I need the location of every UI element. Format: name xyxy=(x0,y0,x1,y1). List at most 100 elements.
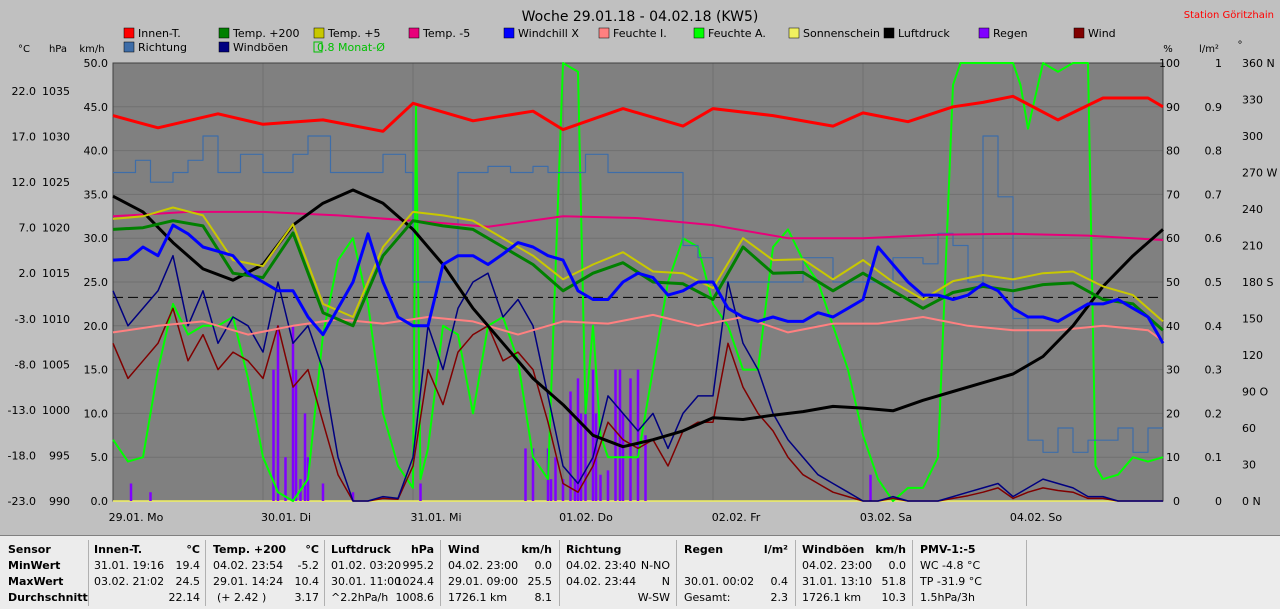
temp-tick-label: -8.0 xyxy=(15,358,36,371)
rain-tick-label: 0.3 xyxy=(1205,364,1223,377)
stats-richtung-title: Richtung xyxy=(566,543,622,556)
speed-tick-label: 40.0 xyxy=(84,145,109,158)
legend-item-tempp5: Temp. +5 xyxy=(313,27,381,40)
stats-windboen-distance: 1726.1 km xyxy=(802,591,862,604)
legend-label: Windchill X xyxy=(518,27,579,40)
stats-windboen-min-value: 0.0 xyxy=(888,559,907,572)
direction-tick-label: 300 xyxy=(1242,130,1263,143)
legend-swatch xyxy=(408,27,420,39)
stats-temp200-min-value: -5.2 xyxy=(297,559,319,572)
speed-tick-label: 30.0 xyxy=(84,232,109,245)
stats-wind-unit: km/h xyxy=(521,543,552,556)
series-innen xyxy=(112,94,1164,133)
legend-swatch xyxy=(313,41,323,53)
x-tick-label: 04.02. So xyxy=(1010,511,1062,524)
stats-windboen-title: Windböen xyxy=(802,543,865,556)
pressure-tick-label: 1005 xyxy=(42,358,70,371)
x-tick-label: 01.02. Do xyxy=(559,511,613,524)
percent-tick-label: 0 xyxy=(1173,495,1180,508)
stats-divider xyxy=(559,540,560,606)
stats-richtung-min-value: N-NO xyxy=(640,559,670,572)
percent-tick-label: 20 xyxy=(1166,407,1180,420)
stats-temp200-block: Temp. +200 °C 04.02. 23:54 -5.2 29.01. 14:… xyxy=(213,542,319,606)
rain-unit-label: l/m² xyxy=(1199,44,1219,55)
stats-luftdruck-max-time: 30.01. 11:00 xyxy=(331,575,402,588)
legend-swatch xyxy=(503,27,515,39)
direction-tick-label: 360 N xyxy=(1242,57,1275,70)
rain-tick-label: 0.6 xyxy=(1205,232,1223,245)
stats-divider xyxy=(88,540,89,606)
stats-temp200-max-value: 10.4 xyxy=(294,575,320,588)
speed-tick-label: 45.0 xyxy=(84,101,109,114)
stats-max-label: MaxWert xyxy=(8,575,64,588)
pressure-tick-label: 1030 xyxy=(42,131,70,144)
legend-item-sonne: Sonnenschein xyxy=(788,27,880,40)
temp-tick-label: -13.0 xyxy=(8,404,36,417)
legend-item-regen: Regen xyxy=(978,27,1028,40)
percent-tick-label: 60 xyxy=(1166,232,1180,245)
speed-tick-label: 10.0 xyxy=(84,407,109,420)
legend-swatch xyxy=(218,27,230,39)
stats-richtung-block: Richtung 04.02. 23:40 N-NO 04.02. 23:44 N … xyxy=(566,542,670,606)
legend-swatch xyxy=(883,27,895,39)
stats-windboen-avg-value: 10.3 xyxy=(881,591,907,604)
stats-luftdruck-avg-value: 1008.6 xyxy=(395,591,435,604)
stats-wind-block: Wind km/h 04.02. 23:00 0.0 29.01. 09:00 25.… xyxy=(448,542,552,606)
stats-temp200-avg-value: 3.17 xyxy=(294,591,320,604)
direction-tick-label: 30 xyxy=(1242,459,1256,472)
legend-swatch xyxy=(313,27,325,39)
stats-innen-title: Innen-T. xyxy=(94,543,143,556)
stats-luftdruck-min-value: 995.2 xyxy=(402,559,435,572)
stats-luftdruck-title: Luftdruck xyxy=(331,543,391,556)
legend-item-monat: 0.8 Monat-Ø xyxy=(313,41,385,54)
stats-temp200-title: Temp. +200 xyxy=(213,543,287,556)
legend-label: Innen-T. xyxy=(138,27,181,40)
temp-tick-label: 12.0 xyxy=(12,176,37,189)
stats-innen-max-value: 24.5 xyxy=(175,575,201,588)
stats-wind-max-time: 29.01. 09:00 xyxy=(448,575,519,588)
stats-pmv-dewpoint: TP -31.9 °C xyxy=(920,575,982,588)
legend-label: Feuchte A. xyxy=(708,27,766,40)
stats-luftdruck-max-value: 1024.4 xyxy=(395,575,435,588)
stats-regen-unit: l/m² xyxy=(763,543,788,556)
legend-item-tempm5: Temp. -5 xyxy=(408,27,470,40)
stats-innen-max-time: 03.02. 21:02 xyxy=(94,575,165,588)
stats-innen-min-value: 19.4 xyxy=(175,559,201,572)
legend-swatch xyxy=(788,27,800,39)
speed-tick-label: 0.0 xyxy=(91,495,109,508)
legend-label: Luftdruck xyxy=(898,27,950,40)
stats-windboen-unit: km/h xyxy=(875,543,906,556)
stats-pmv-windchill: WC -4.8 °C xyxy=(920,559,981,572)
legend-item-richtung: Richtung xyxy=(123,41,187,54)
pressure-tick-label: 1015 xyxy=(42,267,70,280)
series-windboen xyxy=(112,254,1163,502)
direction-tick-label: 180 S xyxy=(1242,276,1273,289)
legend-item-windchill: Windchill X xyxy=(503,27,579,40)
series-regen xyxy=(129,325,872,501)
series-tempp5 xyxy=(112,206,1164,323)
stats-windboen-max-value: 51.8 xyxy=(881,575,907,588)
stats-pmv-title: PMV-1:-5 xyxy=(920,543,976,556)
rain-tick-label: 0.8 xyxy=(1205,145,1223,158)
stats-divider xyxy=(676,540,677,606)
pressure-tick-label: 1000 xyxy=(42,404,70,417)
statistics-panel: Sensor MinWert MaxWert Durchschnitt Inne… xyxy=(0,535,1280,609)
direction-unit-label: ° xyxy=(1238,40,1243,51)
legend-item-luftdruck: Luftdruck xyxy=(883,27,950,40)
pressure-tick-label: 1025 xyxy=(42,176,70,189)
stats-divider xyxy=(205,540,206,606)
stats-pmv-block: PMV-1:-5 WC -4.8 °C TP -31.9 °C 1.5hPa/3… xyxy=(920,542,1020,606)
x-tick-label: 03.02. Sa xyxy=(860,511,912,524)
legend-label: Wind xyxy=(1088,27,1116,40)
stats-windboen-block: Windböen km/h 04.02. 23:00 0.0 31.01. 13:1… xyxy=(802,542,906,606)
direction-tick-label: 150 xyxy=(1242,313,1263,326)
percent-unit-label: % xyxy=(1163,44,1173,55)
percent-tick-label: 80 xyxy=(1166,145,1180,158)
chart-title: Woche 29.01.18 - 04.02.18 (KW5) xyxy=(522,9,759,25)
stats-sensor-column: Sensor MinWert MaxWert Durchschnitt xyxy=(8,542,88,606)
legend-label: Temp. +200 xyxy=(232,27,300,40)
legend-label: Windböen xyxy=(233,41,288,54)
legend-label: Richtung xyxy=(138,41,187,54)
series-richtung xyxy=(113,135,1163,453)
x-tick-label: 30.01. Di xyxy=(261,511,311,524)
